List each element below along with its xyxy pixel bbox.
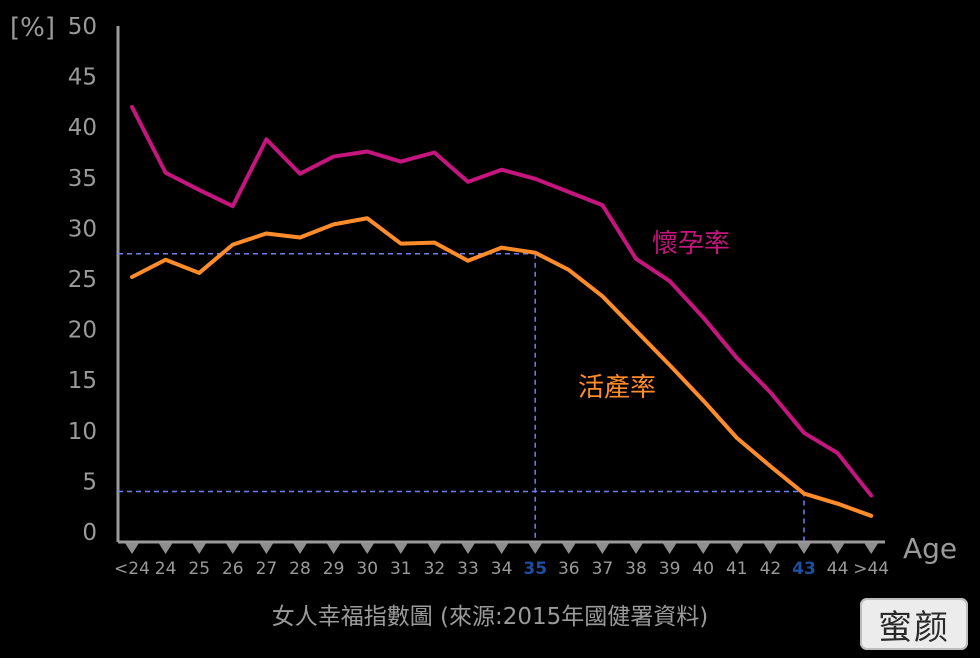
- watermark-logo: 蜜颜: [860, 598, 968, 650]
- x-axis-labels: <24 24 25 26 27 28 29 30 31 32 33 34 35 36 37 38 39 40 41 4…: [114, 559, 889, 579]
- y-tick-label: 25: [68, 267, 97, 293]
- x-tick-label: 38: [625, 559, 647, 579]
- x-tick-marker: [259, 543, 274, 554]
- y-tick-label: 10: [68, 419, 97, 445]
- x-tick-label: 27: [256, 559, 278, 579]
- series-line-live-birth: [130, 216, 874, 518]
- x-tick-marker: [326, 543, 341, 554]
- y-tick-label: 20: [68, 318, 97, 344]
- x-tick-marker: [225, 543, 240, 554]
- x-tick-marker: [528, 543, 543, 554]
- x-tick-marker: [864, 543, 879, 554]
- x-tick-marker: [662, 543, 677, 554]
- series-line-pregnancy: [130, 104, 874, 498]
- x-tick-marker: [427, 543, 442, 554]
- x-tick-marker: [595, 543, 610, 554]
- x-tick-label: 43: [792, 559, 816, 579]
- chart-caption: 女人幸福指數圖 (來源:2015年國健署資料): [272, 604, 709, 630]
- x-tick-label: >44: [853, 559, 889, 579]
- x-tick-label: 34: [491, 559, 513, 579]
- x-tick-label: 40: [692, 559, 714, 579]
- x-tick-label: 29: [323, 559, 345, 579]
- series-label-live-birth: 活產率: [578, 373, 656, 403]
- x-tick-marker: [360, 543, 375, 554]
- x-tick-marker: [830, 543, 845, 554]
- y-tick-label: 40: [68, 115, 97, 141]
- x-tick-label: 35: [523, 559, 547, 579]
- y-tick-label: 35: [68, 166, 97, 192]
- x-tick-marker: [561, 543, 576, 554]
- y-tick-label: 30: [68, 216, 97, 242]
- x-tick-label: 44: [827, 559, 849, 579]
- y-tick-label: 45: [68, 65, 97, 91]
- y-tick-label: 0: [82, 520, 97, 546]
- x-tick-label: 37: [592, 559, 614, 579]
- x-tick-label: 39: [659, 559, 681, 579]
- x-tick-label: 32: [424, 559, 446, 579]
- x-tick-marker: [192, 543, 207, 554]
- x-axis-title: Age: [903, 532, 957, 565]
- x-tick-label: 28: [289, 559, 311, 579]
- x-tick-label: <24: [114, 559, 150, 579]
- x-tick-marker: [763, 543, 778, 554]
- x-tick-marker: [461, 543, 475, 554]
- x-tick-label: 33: [457, 559, 479, 579]
- x-tick-label: 42: [760, 559, 782, 579]
- x-tick-marker: [393, 543, 408, 554]
- x-tick-marker: [629, 543, 643, 554]
- x-tick-label: 41: [726, 559, 748, 579]
- x-tick-marker: [158, 543, 173, 554]
- x-tick-label: 24: [155, 559, 177, 579]
- series-lines: [130, 104, 874, 518]
- x-tick-marker: [696, 543, 711, 554]
- y-tick-label: 5: [82, 469, 97, 495]
- y-tick-label: 15: [68, 368, 97, 394]
- x-tick-marker: [293, 543, 307, 554]
- y-tick-label: 50: [68, 14, 97, 40]
- x-tick-label: 31: [390, 559, 412, 579]
- x-tick-marker: [125, 543, 139, 554]
- y-unit-label: [%]: [10, 13, 55, 43]
- x-tick-marker: [797, 543, 811, 554]
- x-tick-label: 26: [222, 559, 244, 579]
- x-tick-label: 25: [188, 559, 210, 579]
- x-axis-markers: [125, 543, 879, 554]
- x-tick-marker: [729, 543, 744, 554]
- reference-lines: [118, 252, 805, 542]
- x-tick-label: 36: [558, 559, 580, 579]
- x-tick-label: 30: [356, 559, 378, 579]
- series-label-pregnancy: 懷孕率: [652, 229, 730, 259]
- x-tick-marker: [494, 543, 509, 554]
